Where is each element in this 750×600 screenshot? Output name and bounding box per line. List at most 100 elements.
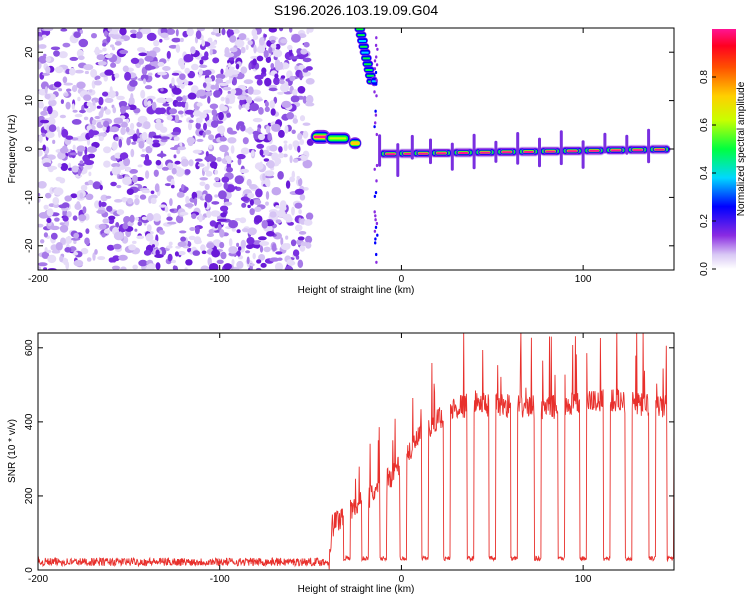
noise-blob xyxy=(58,51,68,59)
noise-blob xyxy=(205,170,213,177)
noise-blob xyxy=(132,264,138,270)
noise-blob xyxy=(203,69,212,76)
noise-blob xyxy=(38,197,41,203)
noise-blob xyxy=(275,43,281,50)
noise-blob xyxy=(83,64,94,71)
noise-blob xyxy=(225,69,234,77)
noise-blob xyxy=(192,250,201,256)
noise-blob xyxy=(57,162,62,168)
noise-blob xyxy=(74,113,83,118)
noise-blob xyxy=(187,92,197,100)
noise-blob xyxy=(288,143,293,151)
noise-blob xyxy=(87,153,96,159)
noise-blob xyxy=(283,153,288,158)
signal-core xyxy=(654,148,665,151)
noise-blob xyxy=(174,114,180,123)
signal-pulse xyxy=(378,134,382,167)
noise-blob xyxy=(291,33,301,43)
noise-blob xyxy=(143,78,146,85)
noise-blob xyxy=(116,209,125,216)
noise-blob xyxy=(268,28,277,33)
noise-blob xyxy=(258,236,267,241)
signal-pulse xyxy=(410,134,414,160)
noise-blob xyxy=(111,265,121,270)
noise-blob xyxy=(269,257,280,262)
noise-blob xyxy=(188,235,196,241)
noise-blob xyxy=(120,105,126,114)
noise-blob xyxy=(132,240,137,244)
noise-blob xyxy=(176,191,185,198)
noise-blob xyxy=(171,167,177,175)
heatmap-feature xyxy=(365,69,373,71)
signal-pulse xyxy=(559,130,563,166)
noise-blob xyxy=(72,109,78,113)
noise-blob xyxy=(247,86,254,95)
noise-blob xyxy=(69,152,78,156)
noise-blob xyxy=(249,263,255,267)
noise-blob xyxy=(247,192,255,199)
noise-blob xyxy=(215,77,223,84)
noise-blob xyxy=(83,116,89,121)
noise-blob xyxy=(124,166,132,172)
noise-blob xyxy=(211,41,217,46)
noise-blob xyxy=(291,206,295,216)
noise-blob xyxy=(239,168,249,174)
noise-blob xyxy=(284,81,289,88)
noise-blob xyxy=(184,203,194,208)
noise-blob xyxy=(120,127,126,136)
noise-blob xyxy=(219,229,225,238)
noise-blob xyxy=(130,29,137,34)
heatmap-marks xyxy=(38,28,671,270)
noise-blob xyxy=(254,206,262,212)
noise-blob xyxy=(279,79,285,85)
noise-blob xyxy=(202,82,207,88)
noise-blob xyxy=(47,254,57,264)
noise-blob xyxy=(62,42,71,48)
noise-blob xyxy=(246,244,254,250)
heatmap-streak xyxy=(373,210,376,214)
colorbar-tick-label: 0.4 xyxy=(699,166,710,180)
noise-blob xyxy=(107,28,112,32)
noise-blob xyxy=(41,251,50,259)
noise-blob xyxy=(143,98,149,107)
noise-blob xyxy=(166,50,171,59)
noise-blob xyxy=(80,184,88,191)
noise-blob xyxy=(88,129,95,139)
signal-pulse xyxy=(625,134,629,155)
noise-blob xyxy=(207,96,211,104)
signal-core xyxy=(436,152,447,155)
noise-blob xyxy=(153,40,160,47)
noise-blob xyxy=(184,169,191,175)
noise-blob xyxy=(60,237,66,245)
noise-blob xyxy=(246,256,250,265)
noise-blob xyxy=(300,48,308,55)
noise-blob xyxy=(45,65,51,74)
snr-frame xyxy=(37,332,675,571)
noise-blob xyxy=(134,228,138,232)
noise-blob xyxy=(131,141,137,145)
noise-blob xyxy=(77,168,81,177)
signal-core xyxy=(480,151,490,154)
noise-blob xyxy=(138,140,145,149)
noise-blob xyxy=(217,125,226,135)
noise-blob xyxy=(212,57,220,64)
noise-blob xyxy=(76,81,86,89)
noise-blob xyxy=(302,95,307,104)
noise-blob xyxy=(114,73,120,79)
noise-blob xyxy=(155,159,162,166)
noise-blob xyxy=(96,54,106,61)
heatmap-feature xyxy=(364,63,372,66)
noise-blob xyxy=(279,200,287,209)
heatmap-streak xyxy=(375,82,378,86)
noise-blob xyxy=(168,241,173,246)
noise-blob xyxy=(197,163,205,167)
noise-blob xyxy=(85,193,94,200)
noise-blob xyxy=(259,37,265,46)
noise-blob xyxy=(43,28,54,32)
colorbar-ticks: 0.0 0.2 0.4 0.6 0.8 xyxy=(699,70,716,276)
noise-blob xyxy=(239,217,247,224)
noise-blob xyxy=(140,89,146,99)
noise-blob xyxy=(195,161,201,170)
noise-blob xyxy=(261,67,267,74)
heatmap-y-ticks: -20 -10 0 10 20 xyxy=(24,46,674,253)
